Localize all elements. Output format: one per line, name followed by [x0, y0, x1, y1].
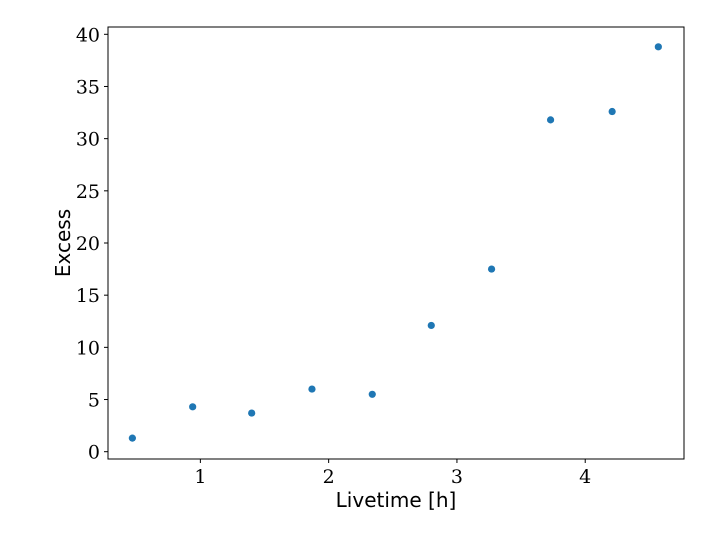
data-point — [546, 116, 555, 124]
data-point — [189, 403, 197, 411]
y-tick-label: 0 — [88, 442, 100, 464]
y-tick-label: 15 — [76, 285, 100, 307]
x-tick-label: 3 — [451, 466, 463, 488]
y-tick-label: 35 — [76, 76, 100, 98]
x-tick-label: 4 — [579, 466, 591, 488]
x-axis-label: Livetime [h] — [336, 488, 457, 512]
plot-area-frame — [107, 26, 685, 460]
y-tick-label: 20 — [76, 233, 100, 255]
data-point — [608, 107, 616, 116]
data-point — [128, 434, 136, 442]
y-tick-label: 10 — [76, 337, 100, 359]
data-point — [368, 390, 376, 398]
data-point — [427, 321, 435, 330]
data-point — [308, 385, 316, 393]
x-axis-ticks: 1 2 3 4 — [194, 459, 591, 488]
data-point — [487, 265, 496, 273]
x-tick-label: 1 — [194, 466, 206, 488]
y-axis-label: Excess — [51, 209, 75, 277]
y-tick-label: 40 — [76, 24, 100, 46]
x-tick-label: 2 — [323, 466, 335, 488]
y-tick-label: 5 — [88, 390, 100, 412]
data-points — [128, 43, 662, 442]
y-tick-label: 30 — [76, 129, 100, 151]
y-axis-ticks: 0 5 10 15 20 25 30 35 40 — [76, 24, 108, 464]
y-tick-label: 25 — [76, 181, 100, 203]
data-point — [654, 43, 662, 51]
data-point — [248, 409, 256, 417]
